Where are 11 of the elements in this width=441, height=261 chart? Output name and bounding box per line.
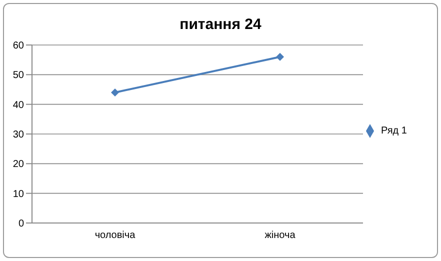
y-tick-label: 20 xyxy=(12,159,24,170)
y-tick-label: 40 xyxy=(12,100,24,111)
y-tick-label: 0 xyxy=(18,218,24,230)
y-tick-label: 60 xyxy=(12,40,24,52)
y-tick-label: 50 xyxy=(12,70,24,82)
x-tick-label: чоловіча xyxy=(94,230,136,242)
chart-title: питання 24 xyxy=(178,16,262,33)
x-tick-label: жіноча xyxy=(264,230,296,242)
y-tick-label: 30 xyxy=(12,130,24,141)
legend-label: Ряд 1 xyxy=(381,125,407,136)
y-tick-label: 10 xyxy=(12,188,24,200)
